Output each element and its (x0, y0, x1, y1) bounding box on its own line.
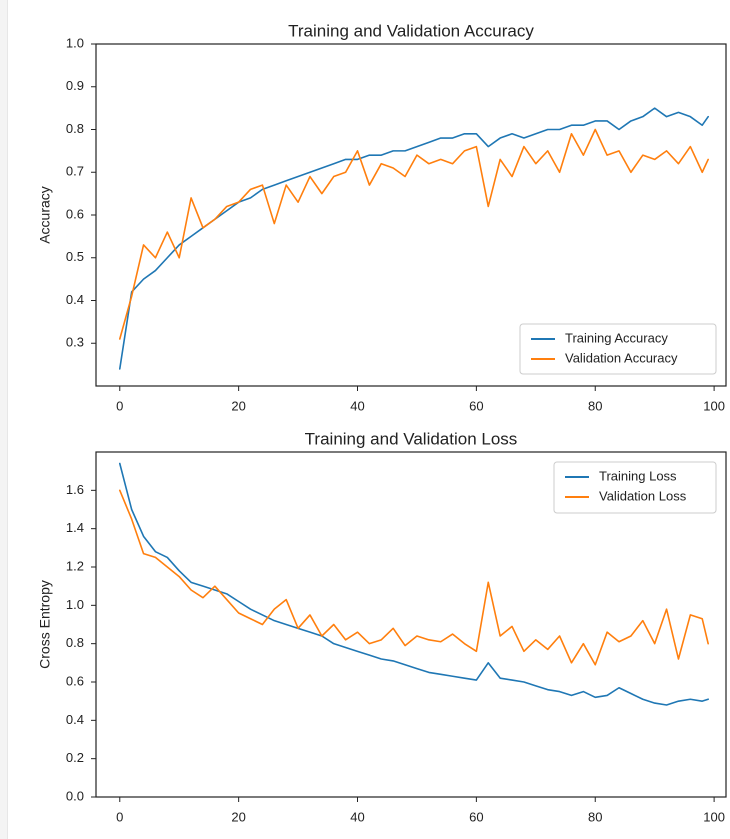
accuracy-x-tick-label: 20 (231, 398, 245, 413)
legend-validation-accuracy-label: Validation Accuracy (565, 350, 678, 365)
loss-y-tick-label: 0.8 (66, 635, 84, 650)
accuracy-chart: Training and Validation Accuracy Accuracy… (37, 21, 727, 413)
accuracy-y-tick-label: 0.6 (66, 206, 84, 221)
loss-y-tick-label: 0.4 (66, 712, 84, 727)
loss-x-tick-label: 0 (116, 809, 123, 824)
legend-training-accuracy-label: Training Accuracy (565, 330, 668, 345)
loss-x-tick-label: 60 (469, 809, 483, 824)
accuracy-y-tick-label: 0.5 (66, 249, 84, 264)
legend-validation-loss-label: Validation Loss (599, 488, 687, 503)
accuracy-x-tick-label: 0 (116, 398, 123, 413)
legend-training-loss-label: Training Loss (599, 468, 677, 483)
accuracy-y-tick-label: 0.4 (66, 292, 84, 307)
validation-accuracy-line (118, 128, 709, 340)
loss-chart-title: Training and Validation Loss (305, 429, 518, 448)
accuracy-x-tick-label: 80 (588, 398, 602, 413)
loss-y-tick-label: 1.2 (66, 558, 84, 573)
accuracy-y-tick-label: 1.0 (66, 35, 84, 50)
output-left-gutter (0, 0, 8, 839)
loss-y-tick-label: 0.2 (66, 750, 84, 765)
validation-loss-line (118, 489, 709, 666)
accuracy-y-tick-label: 0.9 (66, 78, 84, 93)
accuracy-x-tick-label: 40 (350, 398, 364, 413)
loss-x-tick-label: 40 (350, 809, 364, 824)
loss-x-tick-label: 20 (231, 809, 245, 824)
loss-y-tick-label: 1.6 (66, 482, 84, 497)
loss-y-tick-label: 0.0 (66, 788, 84, 803)
accuracy-legend (519, 323, 717, 375)
accuracy-y-tick-label: 0.3 (66, 335, 84, 350)
loss-x-tick-label: 80 (588, 809, 602, 824)
loss-x-tick-label: 100 (703, 809, 725, 824)
accuracy-chart-title: Training and Validation Accuracy (288, 21, 534, 40)
loss-chart: Training and Validation Loss Cross Entrop… (37, 429, 727, 824)
training-accuracy-line (118, 107, 709, 370)
accuracy-y-tick-label: 0.7 (66, 164, 84, 179)
loss-y-tick-label: 0.6 (66, 673, 84, 688)
accuracy-y-axis-label: Accuracy (37, 186, 53, 244)
loss-y-tick-label: 1.4 (66, 520, 84, 535)
accuracy-x-tick-label: 60 (469, 398, 483, 413)
loss-legend (553, 461, 717, 514)
loss-y-axis-label: Cross Entropy (37, 580, 53, 669)
loss-y-tick-label: 1.0 (66, 597, 84, 612)
accuracy-x-tick-label: 100 (703, 398, 725, 413)
accuracy-y-tick-label: 0.8 (66, 121, 84, 136)
